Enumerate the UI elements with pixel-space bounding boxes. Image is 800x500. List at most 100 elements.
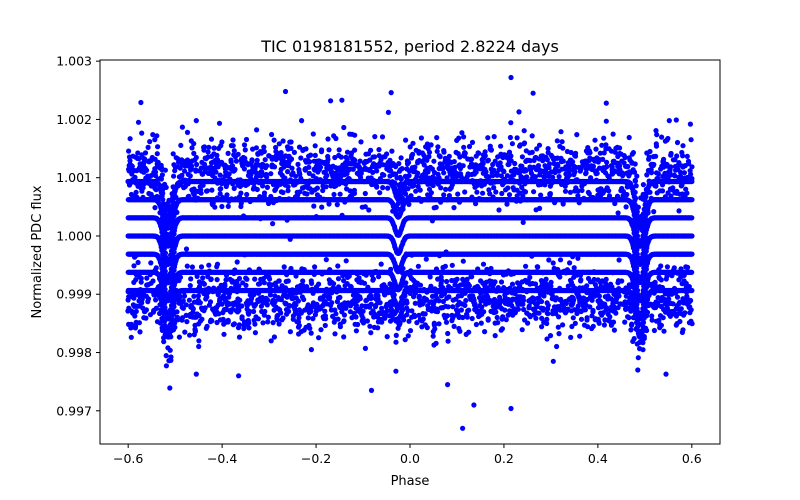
data-point <box>312 264 318 270</box>
data-point <box>267 276 273 282</box>
data-point <box>310 131 316 137</box>
data-point <box>198 190 204 196</box>
data-point <box>393 332 399 338</box>
data-point <box>152 205 158 211</box>
data-point <box>295 298 301 304</box>
data-point <box>170 271 176 277</box>
data-point <box>331 191 337 198</box>
data-point <box>380 185 386 191</box>
data-point <box>162 286 168 292</box>
data-point <box>325 136 331 142</box>
data-point <box>406 201 412 207</box>
data-point <box>222 281 228 287</box>
data-point <box>323 257 329 263</box>
data-point <box>198 264 205 270</box>
data-point <box>132 313 138 319</box>
data-point <box>357 296 363 302</box>
data-point <box>264 184 270 190</box>
data-point <box>196 338 202 344</box>
data-point <box>230 143 236 149</box>
data-point <box>309 280 315 286</box>
data-point <box>370 276 376 282</box>
data-point <box>135 259 141 266</box>
data-point <box>132 174 138 180</box>
data-point <box>377 190 383 196</box>
data-point <box>162 250 168 256</box>
data-point <box>168 334 174 340</box>
data-point <box>335 263 341 269</box>
data-point <box>265 319 271 325</box>
data-point <box>431 158 437 164</box>
data-point <box>244 276 250 282</box>
data-point <box>208 276 214 282</box>
data-point <box>352 147 358 153</box>
data-point <box>204 294 210 300</box>
data-point <box>410 140 416 146</box>
data-point <box>375 325 381 331</box>
data-point <box>181 293 188 299</box>
data-point <box>133 189 139 195</box>
data-point <box>341 318 347 324</box>
data-point <box>153 265 159 271</box>
data-point <box>243 136 250 143</box>
data-point <box>214 277 220 283</box>
data-point <box>361 280 368 286</box>
data-point <box>319 204 325 210</box>
data-point <box>305 315 311 321</box>
data-point <box>281 264 287 270</box>
data-point <box>280 138 286 144</box>
data-point <box>435 144 441 150</box>
data-point <box>388 266 394 272</box>
data-point <box>207 299 214 305</box>
data-point <box>406 173 412 179</box>
data-point <box>261 148 267 155</box>
data-point <box>191 141 197 147</box>
data-point <box>145 144 151 150</box>
data-point <box>249 157 255 163</box>
data-point <box>364 318 370 324</box>
data-point <box>179 124 185 130</box>
data-point <box>307 325 313 331</box>
data-point <box>252 330 258 336</box>
data-point <box>179 315 186 321</box>
data-point <box>140 185 146 191</box>
data-point <box>291 149 297 155</box>
data-point <box>204 188 210 194</box>
data-point <box>278 310 284 316</box>
data-point <box>133 308 139 314</box>
data-point <box>188 276 194 282</box>
data-points <box>125 74 695 431</box>
data-point <box>413 188 419 194</box>
data-point <box>145 296 152 302</box>
data-point <box>138 279 144 285</box>
data-point <box>183 312 189 318</box>
data-point <box>425 169 431 175</box>
data-point <box>127 136 133 142</box>
data-point <box>327 294 333 300</box>
data-point <box>155 144 161 150</box>
data-point <box>311 203 317 209</box>
data-point <box>131 295 137 301</box>
data-point <box>186 297 192 303</box>
data-point <box>187 283 193 289</box>
data-point <box>234 259 240 265</box>
data-point <box>257 281 263 287</box>
data-point <box>415 263 421 269</box>
data-point <box>212 204 218 210</box>
data-point <box>144 275 150 281</box>
data-point <box>148 260 154 266</box>
data-point <box>246 325 252 331</box>
data-point <box>295 161 301 167</box>
data-point <box>261 280 267 286</box>
data-point <box>333 311 339 317</box>
data-point <box>371 154 378 160</box>
data-point <box>170 235 176 241</box>
data-point <box>226 171 232 177</box>
data-point <box>179 172 185 178</box>
data-point <box>163 353 169 359</box>
data-point <box>404 300 410 306</box>
data-point <box>377 300 383 306</box>
data-point <box>374 184 380 190</box>
data-point <box>157 320 163 326</box>
data-point <box>254 127 260 133</box>
